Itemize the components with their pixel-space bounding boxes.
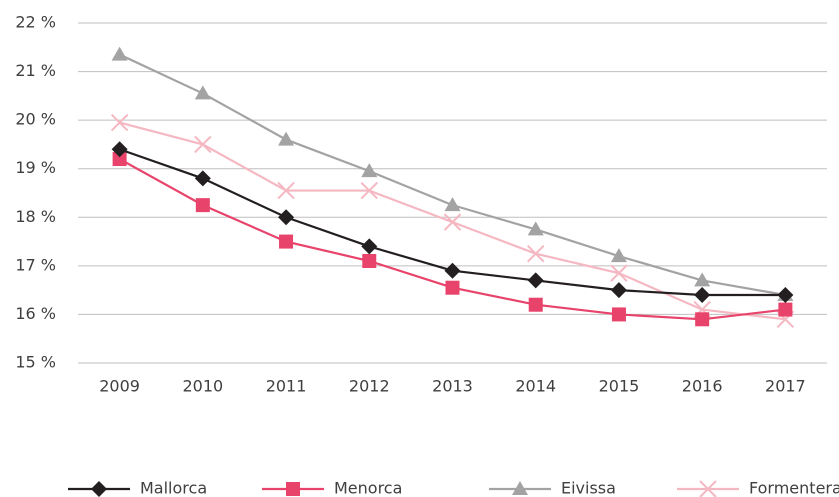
marker (610, 248, 627, 263)
legend-label: Mallorca (140, 479, 207, 497)
y-tick-label: 21 % (15, 61, 56, 80)
marker (278, 131, 295, 146)
legend-label: Formentera (749, 479, 839, 497)
marker (778, 302, 793, 317)
x-tick-label: 2013 (432, 377, 473, 396)
marker (361, 238, 378, 255)
marker (112, 152, 127, 166)
marker (91, 481, 107, 497)
marker (194, 170, 211, 187)
legend-label: Menorca (334, 479, 402, 497)
marker (444, 262, 461, 279)
marker (610, 282, 627, 299)
y-tick-label: 22 % (15, 13, 56, 32)
marker (610, 264, 628, 282)
y-tick-label: 15 % (15, 353, 56, 372)
marker (694, 287, 711, 303)
series-line (119, 158, 786, 321)
y-tick-label: 18 % (15, 207, 56, 226)
marker (699, 480, 717, 497)
marker (527, 272, 544, 289)
marker (527, 221, 544, 236)
y-tick-label: 16 % (15, 304, 56, 323)
y-tick-label: 20 % (15, 110, 56, 129)
marker (194, 85, 211, 100)
marker (444, 197, 461, 212)
marker (694, 272, 711, 287)
x-tick-label: 2017 (765, 377, 806, 396)
marker (528, 297, 543, 312)
marker (512, 481, 528, 495)
marker (527, 245, 545, 263)
x-tick-label: 2011 (266, 377, 307, 396)
x-tick-label: 2010 (182, 377, 223, 396)
x-tick-label: 2015 (599, 377, 640, 396)
x-tick-label: 2014 (515, 377, 556, 396)
marker (443, 213, 462, 231)
marker (110, 113, 129, 132)
marker (286, 482, 300, 496)
marker (362, 254, 377, 268)
marker (360, 181, 378, 200)
marker (277, 181, 295, 200)
marker (279, 234, 294, 249)
legend-label: Eivissa (561, 479, 616, 497)
x-tick-label: 2012 (349, 377, 390, 396)
marker (695, 312, 710, 327)
series-line (119, 53, 786, 297)
marker (278, 209, 295, 226)
marker (111, 46, 128, 61)
marker (195, 198, 210, 213)
marker (361, 163, 378, 178)
y-tick-label: 17 % (15, 255, 56, 274)
marker (194, 135, 212, 154)
marker (777, 287, 794, 303)
y-tick-label: 19 % (15, 158, 56, 177)
marker (611, 307, 626, 322)
marker (445, 280, 460, 295)
marker (111, 141, 128, 158)
x-tick-label: 2009 (99, 377, 140, 396)
x-tick-label: 2016 (682, 377, 723, 396)
